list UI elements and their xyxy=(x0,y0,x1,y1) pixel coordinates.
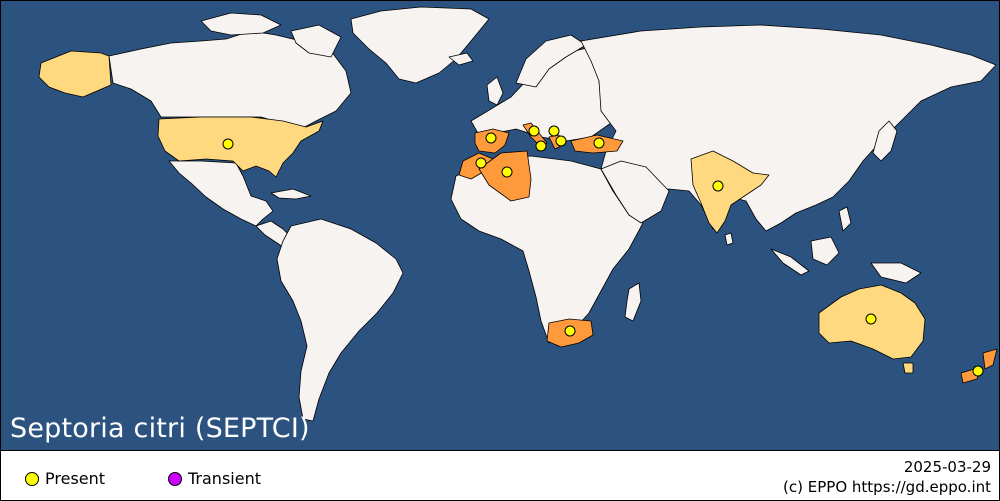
indonesia-west xyxy=(770,248,810,276)
present-dot-new-zealand xyxy=(972,365,984,377)
country-new-zealand-north xyxy=(982,348,998,370)
legend-transient-label: Transient xyxy=(188,469,261,488)
baffin-island xyxy=(290,24,342,58)
japan xyxy=(872,120,898,162)
sri-lanka xyxy=(724,232,734,246)
present-dot-italy-south xyxy=(535,140,547,152)
legend-bar: Present Transient 2025-03-29 (c) EPPO ht… xyxy=(0,451,1000,501)
present-dot-spain xyxy=(485,132,497,144)
present-dot-italy-north xyxy=(528,125,540,137)
present-dot-australia xyxy=(865,313,877,325)
world-map xyxy=(38,6,998,422)
map-title: Septoria citri (SEPTCI) xyxy=(10,413,310,444)
present-dot-algeria xyxy=(501,166,513,178)
region-tasmania xyxy=(902,362,914,374)
present-dot-south-africa xyxy=(564,325,576,337)
iceland xyxy=(448,52,474,66)
legend-item-transient: Transient xyxy=(168,469,261,488)
present-dot-usa xyxy=(222,138,234,150)
map-frame: Septoria citri (SEPTCI) xyxy=(0,0,1000,451)
canada xyxy=(108,30,352,130)
madagascar xyxy=(624,282,642,322)
present-dot-morocco xyxy=(475,157,487,169)
borneo xyxy=(810,236,840,266)
transient-dot-icon xyxy=(168,471,182,486)
cuba xyxy=(270,188,312,200)
mexico xyxy=(168,160,274,227)
present-dot-turkey xyxy=(593,137,605,149)
map-date: 2025-03-29 xyxy=(903,458,991,476)
africa xyxy=(450,155,644,344)
copyright-link[interactable]: (c) EPPO https://gd.eppo.int xyxy=(783,478,991,496)
new-guinea xyxy=(870,262,922,284)
present-dot-croatia xyxy=(548,125,560,137)
british-isles xyxy=(486,76,504,106)
region-alaska xyxy=(38,50,112,98)
arctic-islands xyxy=(200,12,282,36)
philippines xyxy=(838,206,852,232)
present-dot-greece xyxy=(555,135,567,147)
arabian-peninsula xyxy=(600,160,670,224)
greenland xyxy=(350,6,490,84)
legend-present-label: Present xyxy=(45,469,106,488)
region-india xyxy=(690,150,770,234)
region-usa xyxy=(157,116,324,178)
legend-item-present: Present xyxy=(25,469,105,488)
south-america xyxy=(276,218,404,422)
present-dot-icon xyxy=(25,471,39,486)
present-dot-india xyxy=(712,180,724,192)
